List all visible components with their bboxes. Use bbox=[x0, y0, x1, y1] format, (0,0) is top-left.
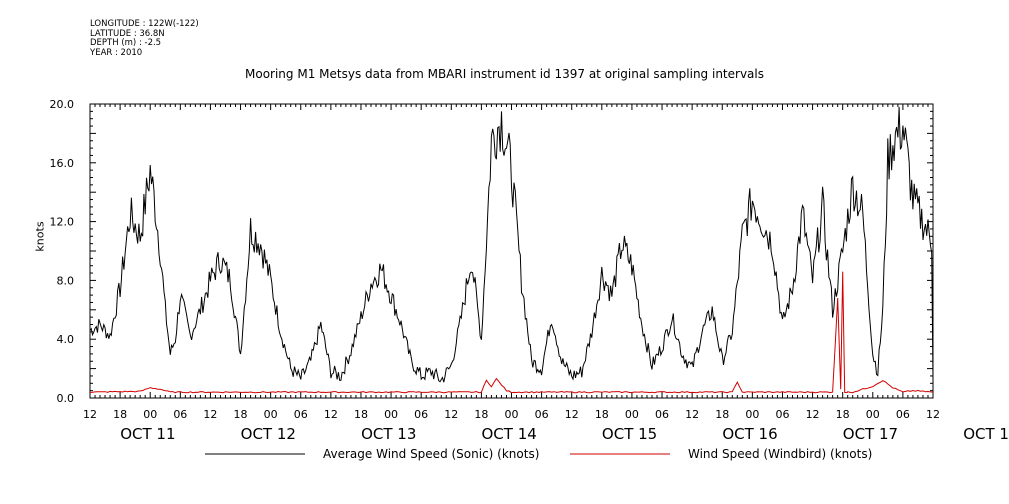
y-axis-labels: 0.0 4.0 8.0 12.0 16.0 20.0 bbox=[50, 98, 75, 405]
depth-text: DEPTH (m) : -2.5 bbox=[90, 38, 162, 48]
y-tick-label: 20.0 bbox=[50, 98, 75, 111]
x-tick-label: 12 bbox=[324, 408, 338, 421]
x-tick-label: 18 bbox=[715, 408, 729, 421]
x-tick-label: 06 bbox=[655, 408, 669, 421]
x-day-label: OCT 12 bbox=[241, 425, 296, 443]
x-tick-label: 00 bbox=[143, 408, 157, 421]
x-tick-label: 00 bbox=[384, 408, 398, 421]
y-tick-label: 16.0 bbox=[50, 157, 75, 170]
x-tick-label: 12 bbox=[565, 408, 579, 421]
y-tick-label: 4.0 bbox=[57, 333, 75, 346]
x-tick-label: 12 bbox=[806, 408, 820, 421]
x-tick-label: 18 bbox=[354, 408, 368, 421]
x-tick-label: 06 bbox=[896, 408, 910, 421]
x-tick-label: 00 bbox=[745, 408, 759, 421]
x-day-label: OCT 18 bbox=[963, 425, 1009, 443]
x-tick-label: 06 bbox=[414, 408, 428, 421]
legend: Average Wind Speed (Sonic) (knots) Wind S… bbox=[205, 447, 872, 461]
series-lines bbox=[89, 106, 934, 394]
x-axis-labels: 12 18 00 06 12 18 00 06 12 18 00 06 12 18 00 06 12 18 00 06… bbox=[83, 408, 1009, 443]
year-text: YEAR : 2010 bbox=[90, 47, 143, 58]
longitude-text: LONGITUDE : 122W(-122) bbox=[90, 19, 199, 29]
y-tick-label: 8.0 bbox=[57, 274, 75, 287]
x-tick-label: 00 bbox=[264, 408, 278, 421]
x-day-label: OCT 15 bbox=[602, 425, 657, 443]
y-tick-label: 0.0 bbox=[57, 392, 75, 405]
x-tick-label: 00 bbox=[505, 408, 519, 421]
latitude-text: LATITUDE : 36.8N bbox=[90, 28, 165, 39]
x-tick-label: 12 bbox=[685, 408, 699, 421]
x-tick-label: 18 bbox=[234, 408, 248, 421]
x-tick-label: 00 bbox=[866, 408, 880, 421]
x-tick-label: 06 bbox=[173, 408, 187, 421]
x-tick-label: 00 bbox=[625, 408, 639, 421]
series-line-sonic bbox=[89, 106, 934, 383]
y-tick-label: 12.0 bbox=[50, 216, 75, 229]
x-tick-label: 12 bbox=[926, 408, 940, 421]
x-tick-label: 12 bbox=[444, 408, 458, 421]
mooring-metadata: LONGITUDE : 122W(-122) LATITUDE : 36.8N … bbox=[90, 19, 199, 58]
x-tick-label: 06 bbox=[535, 408, 549, 421]
x-tick-label: 18 bbox=[595, 408, 609, 421]
x-day-label: OCT 14 bbox=[482, 425, 537, 443]
x-day-label: OCT 13 bbox=[361, 425, 416, 443]
plot-frame bbox=[89, 103, 934, 399]
x-day-label: OCT 17 bbox=[843, 425, 898, 443]
x-tick-label: 06 bbox=[294, 408, 308, 421]
x-tick-label: 12 bbox=[83, 408, 97, 421]
series-line-windbird bbox=[89, 271, 934, 394]
x-day-label: OCT 11 bbox=[120, 425, 175, 443]
legend-label-windbird: Wind Speed (Windbird) (knots) bbox=[688, 447, 872, 461]
x-tick-label: 06 bbox=[775, 408, 789, 421]
x-tick-label: 18 bbox=[474, 408, 488, 421]
x-tick-label: 18 bbox=[113, 408, 127, 421]
axis-ticks bbox=[89, 103, 934, 399]
chart-title: Mooring M1 Metsys data from MBARI instru… bbox=[245, 67, 764, 81]
legend-label-sonic: Average Wind Speed (Sonic) (knots) bbox=[323, 447, 539, 461]
x-tick-label: 18 bbox=[836, 408, 850, 421]
x-day-label: OCT 16 bbox=[722, 425, 777, 443]
x-tick-label: 12 bbox=[203, 408, 217, 421]
